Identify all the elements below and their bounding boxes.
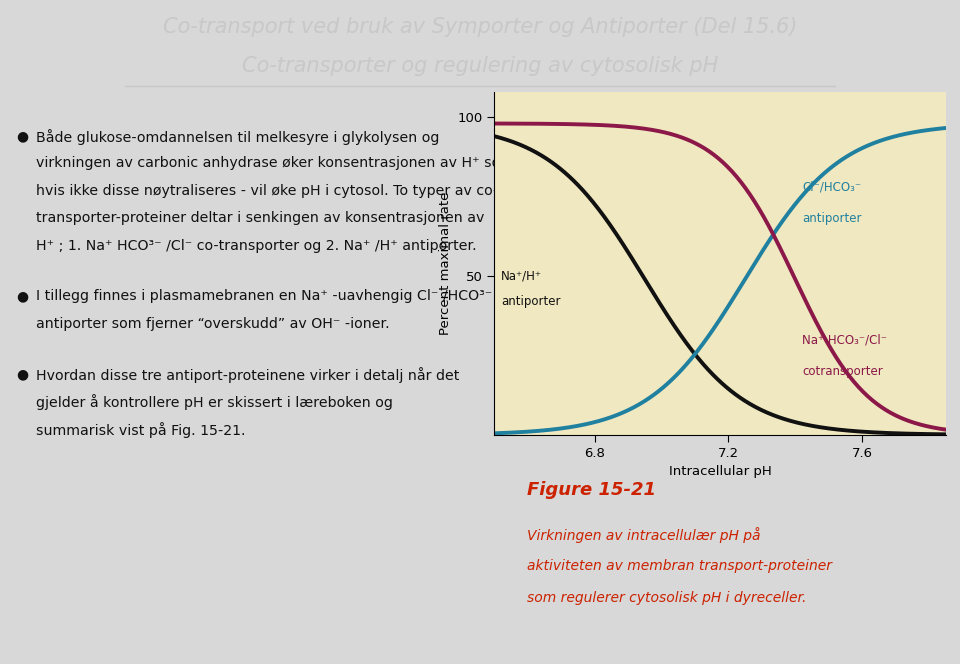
Text: transporter-proteiner deltar i senkingen av konsentrasjonen av: transporter-proteiner deltar i senkingen… (36, 211, 485, 225)
Text: Hvordan disse tre antiport-proteinene virker i detalj når det: Hvordan disse tre antiport-proteinene vi… (36, 367, 460, 383)
Text: Co-transporter og regulering av cytosolisk pH: Co-transporter og regulering av cytosoli… (242, 56, 718, 76)
Text: ●: ● (15, 367, 28, 381)
Text: I tillegg finnes i plasmamebranen en Na⁺ -uavhengig Cl⁻ /HCO³⁻: I tillegg finnes i plasmamebranen en Na⁺… (36, 289, 492, 303)
Text: antiporter som fjerner “overskudd” av OH⁻ -ioner.: antiporter som fjerner “overskudd” av OH… (36, 317, 390, 331)
Text: ●: ● (15, 289, 28, 303)
Text: virkningen av carbonic anhydrase øker konsentrasjonen av H⁺ som -: virkningen av carbonic anhydrase øker ko… (36, 156, 524, 170)
X-axis label: Intracellular pH: Intracellular pH (668, 465, 772, 478)
Text: Na⁺/H⁺: Na⁺/H⁺ (501, 270, 542, 283)
Text: H⁺ ; 1. Na⁺ HCO³⁻ /Cl⁻ co-transporter og 2. Na⁺ /H⁺ antiporter.: H⁺ ; 1. Na⁺ HCO³⁻ /Cl⁻ co-transporter og… (36, 239, 477, 253)
Text: antiporter: antiporter (802, 212, 861, 225)
Text: Figure 15-21: Figure 15-21 (527, 481, 656, 499)
Text: ●: ● (15, 129, 28, 143)
Text: aktiviteten av membran transport-proteiner: aktiviteten av membran transport-protein… (527, 558, 832, 572)
Text: antiporter: antiporter (501, 295, 561, 308)
Text: gjelder å kontrollere pH er skissert i læreboken og: gjelder å kontrollere pH er skissert i l… (36, 394, 394, 410)
Y-axis label: Percent maximal rate: Percent maximal rate (439, 192, 452, 335)
Text: Cl⁻/HCO₃⁻: Cl⁻/HCO₃⁻ (802, 181, 861, 194)
Text: summarisk vist på Fig. 15-21.: summarisk vist på Fig. 15-21. (36, 422, 246, 438)
Text: Virkningen av intracellulær pH på: Virkningen av intracellulær pH på (527, 527, 760, 542)
Text: Co-transport ved bruk av Symporter og Antiporter (Del 15.6): Co-transport ved bruk av Symporter og An… (163, 17, 797, 37)
Text: hvis ikke disse nøytraliseres - vil øke pH i cytosol. To typer av co-: hvis ikke disse nøytraliseres - vil øke … (36, 184, 498, 198)
Text: Både glukose-omdannelsen til melkesyre i glykolysen og: Både glukose-omdannelsen til melkesyre i… (36, 129, 440, 145)
Text: Na⁺ HCO₃⁻/Cl⁻: Na⁺ HCO₃⁻/Cl⁻ (802, 333, 887, 346)
Text: cotransporter: cotransporter (802, 365, 882, 378)
Text: som regulerer cytosolisk pH i dyreceller.: som regulerer cytosolisk pH i dyreceller… (527, 591, 806, 605)
